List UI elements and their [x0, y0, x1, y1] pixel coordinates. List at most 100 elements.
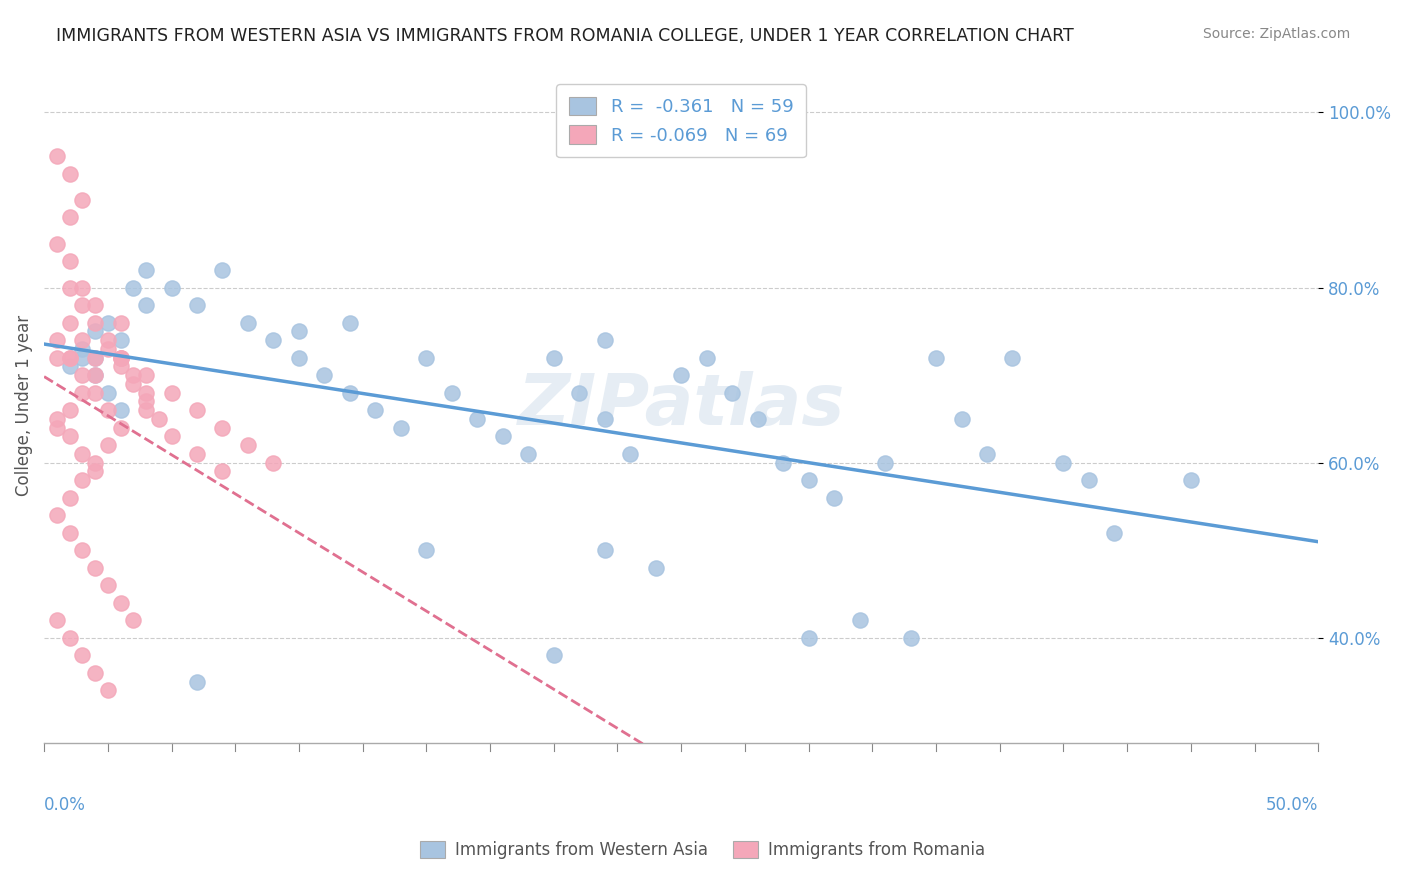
Y-axis label: College, Under 1 year: College, Under 1 year	[15, 315, 32, 496]
Point	[772, 456, 794, 470]
Point	[465, 412, 488, 426]
Point	[122, 280, 145, 294]
Point	[110, 351, 132, 365]
Point	[543, 648, 565, 663]
Text: Source: ZipAtlas.com: Source: ZipAtlas.com	[1202, 27, 1350, 41]
Point	[110, 596, 132, 610]
Point	[45, 333, 67, 347]
Point	[110, 359, 132, 374]
Point	[72, 342, 94, 356]
Point	[84, 351, 107, 365]
Point	[696, 351, 718, 365]
Point	[84, 665, 107, 680]
Point	[45, 420, 67, 434]
Point	[45, 412, 67, 426]
Point	[314, 368, 336, 383]
Point	[110, 403, 132, 417]
Point	[97, 333, 120, 347]
Point	[84, 316, 107, 330]
Point	[236, 316, 259, 330]
Point	[84, 298, 107, 312]
Point	[84, 385, 107, 400]
Point	[492, 429, 515, 443]
Point	[900, 631, 922, 645]
Point	[45, 614, 67, 628]
Point	[45, 351, 67, 365]
Point	[186, 403, 208, 417]
Point	[97, 403, 120, 417]
Point	[84, 561, 107, 575]
Point	[72, 351, 94, 365]
Point	[72, 368, 94, 383]
Point	[84, 368, 107, 383]
Point	[950, 412, 973, 426]
Point	[593, 333, 616, 347]
Point	[593, 543, 616, 558]
Point	[97, 438, 120, 452]
Point	[976, 447, 998, 461]
Point	[122, 376, 145, 391]
Point	[797, 473, 820, 487]
Point	[669, 368, 692, 383]
Point	[211, 420, 233, 434]
Point	[58, 525, 80, 540]
Point	[873, 456, 896, 470]
Point	[517, 447, 540, 461]
Text: ZIPatlas: ZIPatlas	[517, 371, 845, 441]
Point	[135, 368, 157, 383]
Point	[288, 324, 311, 338]
Point	[747, 412, 769, 426]
Point	[568, 385, 591, 400]
Point	[84, 324, 107, 338]
Point	[84, 351, 107, 365]
Point	[58, 359, 80, 374]
Point	[593, 412, 616, 426]
Point	[72, 385, 94, 400]
Point	[45, 236, 67, 251]
Point	[58, 167, 80, 181]
Point	[97, 385, 120, 400]
Point	[160, 429, 183, 443]
Point	[186, 447, 208, 461]
Point	[389, 420, 412, 434]
Point	[288, 351, 311, 365]
Point	[262, 456, 284, 470]
Point	[135, 403, 157, 417]
Point	[97, 342, 120, 356]
Point	[619, 447, 641, 461]
Point	[72, 473, 94, 487]
Point	[58, 429, 80, 443]
Point	[45, 149, 67, 163]
Point	[1180, 473, 1202, 487]
Point	[110, 316, 132, 330]
Point	[415, 351, 437, 365]
Point	[186, 298, 208, 312]
Text: 0.0%: 0.0%	[44, 796, 86, 814]
Point	[848, 614, 870, 628]
Point	[84, 368, 107, 383]
Point	[72, 648, 94, 663]
Point	[110, 333, 132, 347]
Point	[110, 351, 132, 365]
Point	[135, 263, 157, 277]
Point	[160, 280, 183, 294]
Point	[72, 447, 94, 461]
Point	[148, 412, 170, 426]
Point	[135, 298, 157, 312]
Point	[58, 316, 80, 330]
Point	[823, 491, 845, 505]
Point	[211, 263, 233, 277]
Point	[45, 508, 67, 523]
Point	[543, 351, 565, 365]
Legend: Immigrants from Western Asia, Immigrants from Romania: Immigrants from Western Asia, Immigrants…	[413, 834, 993, 866]
Point	[58, 491, 80, 505]
Point	[135, 385, 157, 400]
Point	[236, 438, 259, 452]
Point	[262, 333, 284, 347]
Point	[1052, 456, 1074, 470]
Text: IMMIGRANTS FROM WESTERN ASIA VS IMMIGRANTS FROM ROMANIA COLLEGE, UNDER 1 YEAR CO: IMMIGRANTS FROM WESTERN ASIA VS IMMIGRAN…	[56, 27, 1074, 45]
Point	[84, 456, 107, 470]
Point	[97, 683, 120, 698]
Point	[364, 403, 387, 417]
Point	[415, 543, 437, 558]
